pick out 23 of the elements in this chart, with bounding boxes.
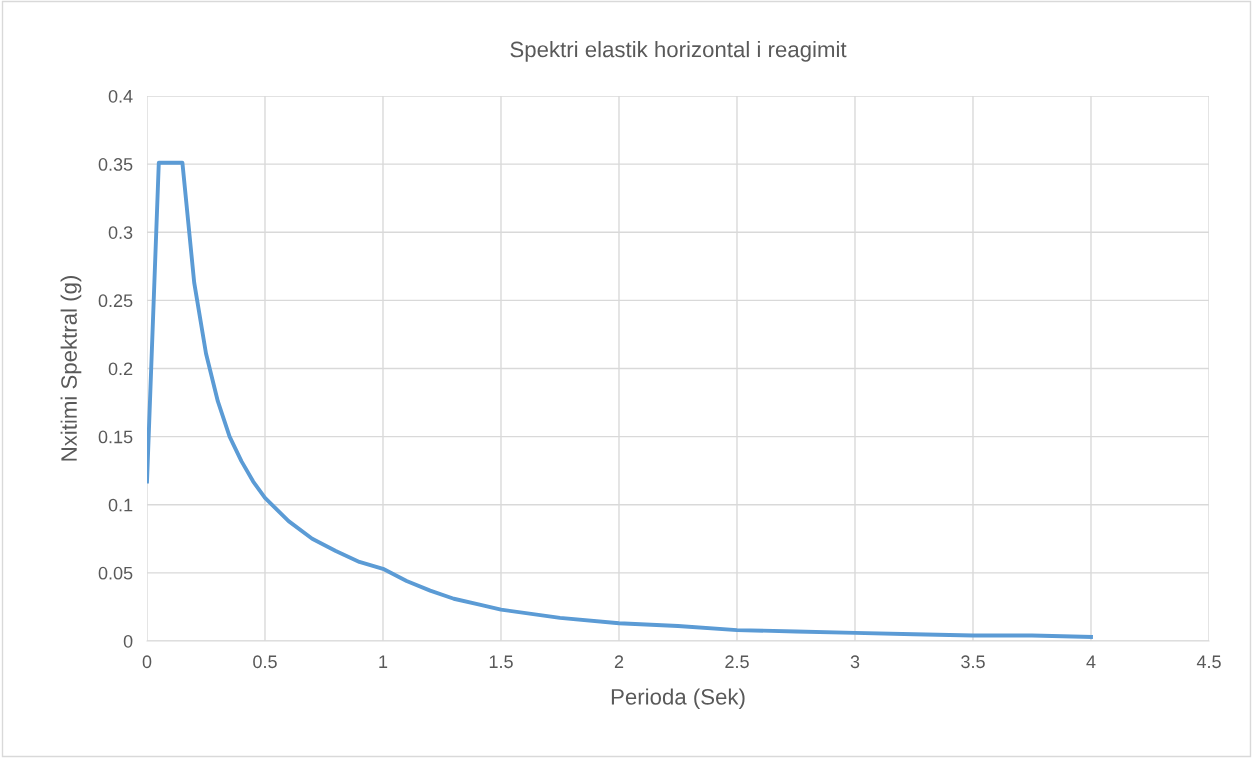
y-tick-label: 0.05 (98, 566, 133, 580)
y-tick-label: 0.3 (108, 226, 133, 239)
x-tick-label: 0.5 (253, 655, 277, 669)
x-tick-label: 1.5 (489, 655, 513, 669)
y-tick-label: 0.4 (108, 89, 133, 103)
x-tick-label: 4.5 (1196, 655, 1221, 669)
y-tick-label: 0 (123, 634, 133, 648)
y-tick-label: 0.2 (108, 362, 133, 376)
y-axis-title: Nxitimi Spektral (g) (60, 276, 82, 461)
x-axis-title: Perioda (Sek) (611, 688, 745, 710)
y-tick-label: 0.35 (98, 158, 133, 171)
x-tick-label: 0 (142, 655, 152, 669)
x-tick-label: 2 (614, 655, 624, 668)
x-tick-label: 1 (379, 655, 388, 668)
y-tick-label: 0.1 (108, 498, 133, 512)
y-tick-label: 0.25 (98, 294, 133, 308)
x-tick-label: 3 (850, 655, 860, 669)
y-tick-label: 0.15 (98, 430, 133, 444)
x-tick-label: 4 (1086, 655, 1096, 668)
x-tick-label: 3.5 (961, 655, 985, 669)
x-tick-label: 2.5 (725, 655, 749, 669)
line-series (147, 160, 1093, 639)
chart-title: Spektri elastik horizontal i reagimit (510, 41, 847, 62)
